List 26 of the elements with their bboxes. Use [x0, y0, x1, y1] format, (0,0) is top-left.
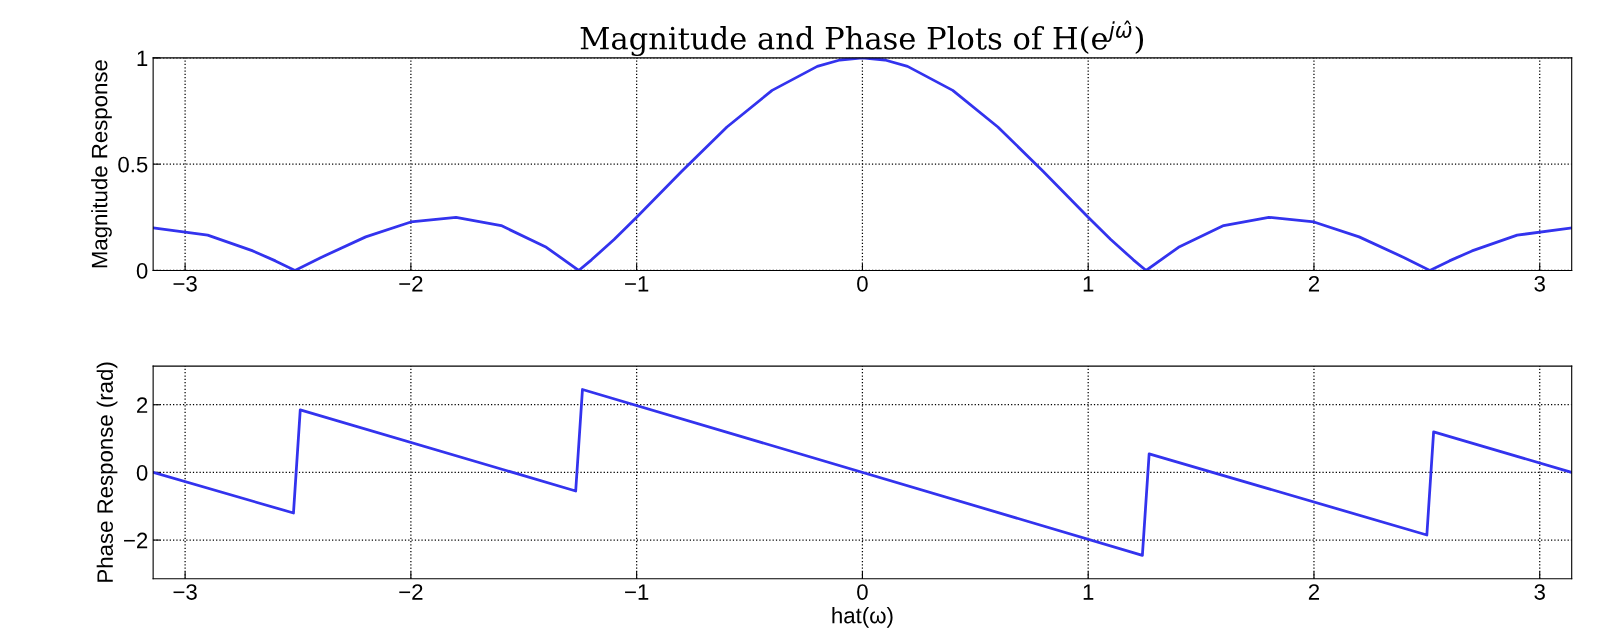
- x-tick-label: 3: [1534, 275, 1545, 292]
- x-tick-label: −2: [399, 584, 423, 600]
- x-tick-label: −1: [625, 276, 649, 292]
- x-tick-label: 1: [1083, 584, 1094, 600]
- y-tick-label: 0.5: [118, 156, 148, 173]
- x-tick-label: 0: [857, 275, 868, 292]
- line-series: [153, 388, 1572, 557]
- chart-title: Magnitude and Phase Plots of H(e$^{jω̂}$): [580, 20, 1144, 57]
- x-tick-label: 3: [1534, 584, 1545, 600]
- x-tick-label: −2: [399, 275, 423, 292]
- y-tick-label: 2: [137, 397, 148, 413]
- y-tick-label: 1: [137, 50, 148, 66]
- y-axis-title: Phase Response (rad): [96, 362, 118, 582]
- y-tick-label: 0: [136, 464, 148, 481]
- y-tick-label: −2: [124, 532, 148, 549]
- y-axis-title: Magnitude Response: [91, 60, 112, 268]
- y-tick-label: 0: [136, 262, 148, 279]
- x-tick-label: 0: [857, 584, 868, 600]
- x-axis-title: hat(ω): [832, 607, 893, 628]
- x-tick-label: −1: [625, 584, 649, 600]
- x-tick-label: 2: [1308, 275, 1320, 292]
- line-series: [153, 57, 1572, 271]
- x-tick-label: 1: [1083, 276, 1094, 292]
- x-tick-label: −3: [173, 275, 197, 292]
- x-tick-label: −3: [173, 584, 197, 600]
- x-tick-label: 2: [1308, 584, 1320, 600]
